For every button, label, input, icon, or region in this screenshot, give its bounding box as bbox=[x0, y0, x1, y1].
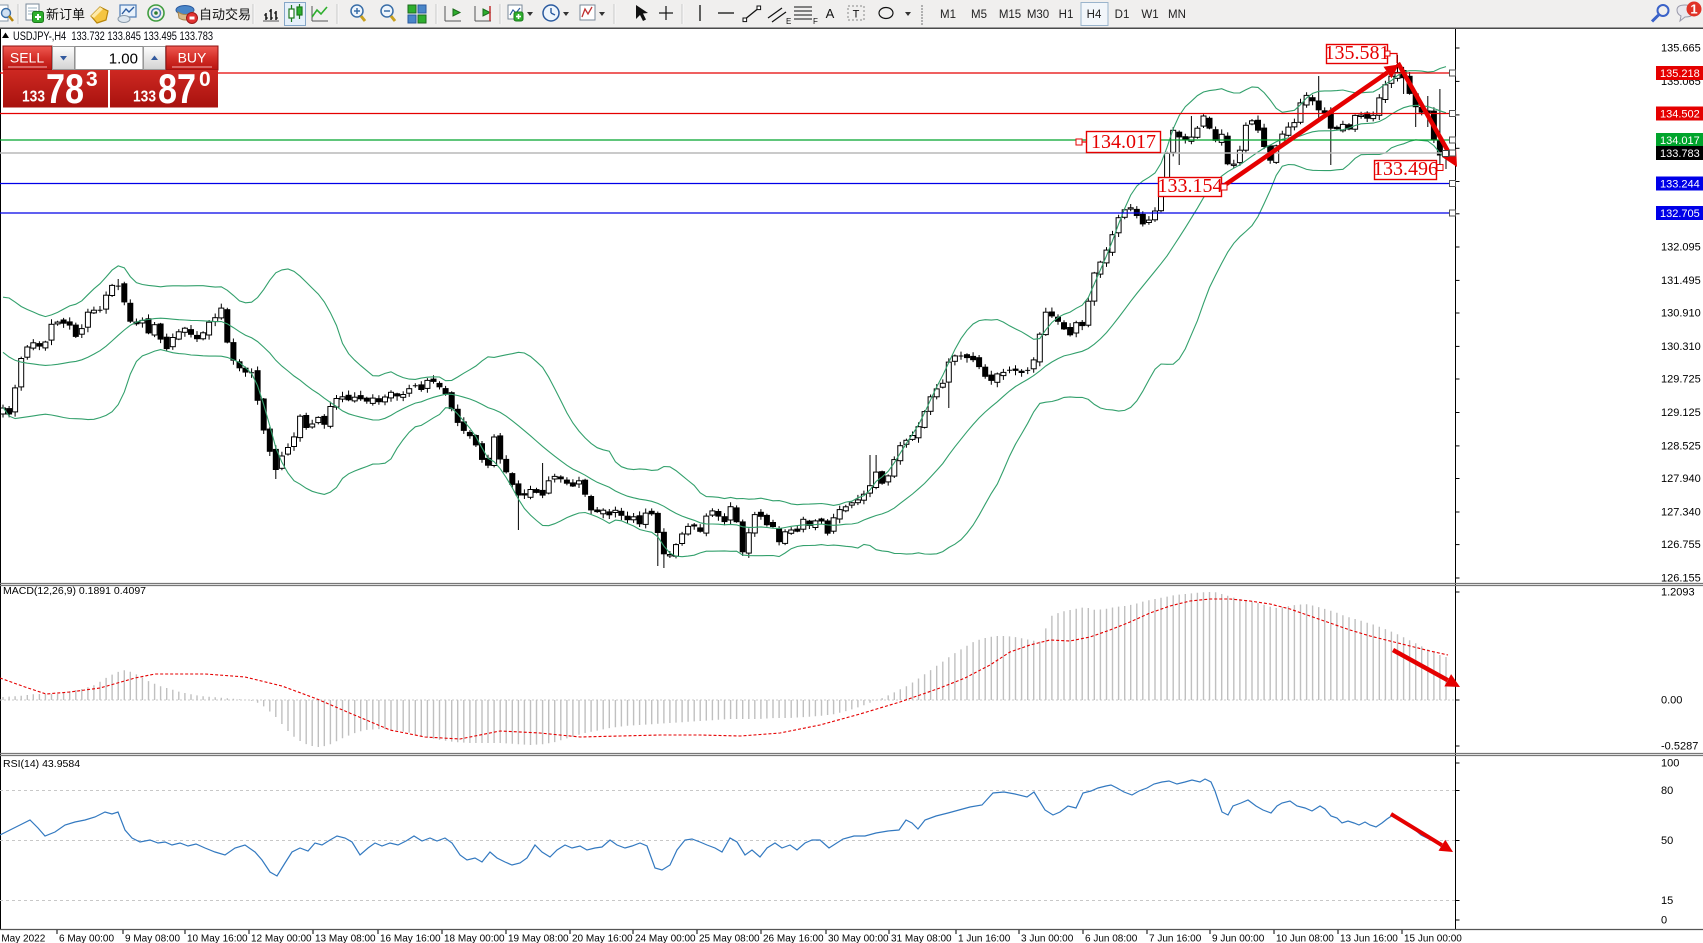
svg-text:9 May 08:00: 9 May 08:00 bbox=[125, 934, 180, 943]
svg-text:129.125: 129.125 bbox=[1661, 407, 1701, 419]
svg-text:12 May 00:00: 12 May 00:00 bbox=[251, 934, 312, 943]
svg-text:E: E bbox=[786, 17, 791, 26]
svg-text:0: 0 bbox=[1661, 915, 1667, 927]
svg-text:133.244: 133.244 bbox=[1660, 179, 1700, 191]
svg-text:87: 87 bbox=[158, 65, 196, 112]
svg-text:9 Jun 00:00: 9 Jun 00:00 bbox=[1212, 934, 1265, 943]
svg-text:13 May 08:00: 13 May 08:00 bbox=[315, 934, 376, 943]
svg-text:0.00: 0.00 bbox=[1661, 695, 1682, 707]
svg-text:6 Jun 08:00: 6 Jun 08:00 bbox=[1085, 934, 1138, 943]
svg-text:24 May 00:00: 24 May 00:00 bbox=[635, 934, 696, 943]
svg-text:133: 133 bbox=[22, 89, 45, 106]
svg-text:1 Jun 16:00: 1 Jun 16:00 bbox=[958, 934, 1011, 943]
svg-text:78: 78 bbox=[46, 65, 84, 112]
svg-text:127.340: 127.340 bbox=[1661, 507, 1701, 519]
svg-text:4 May 2022: 4 May 2022 bbox=[0, 934, 46, 943]
svg-text:D1: D1 bbox=[1115, 9, 1130, 21]
svg-text:135.218: 135.218 bbox=[1660, 68, 1700, 80]
svg-text:1: 1 bbox=[1690, 2, 1697, 17]
svg-text:127.940: 127.940 bbox=[1661, 473, 1701, 485]
svg-text:10 Jun 08:00: 10 Jun 08:00 bbox=[1276, 934, 1334, 943]
svg-text:H1: H1 bbox=[1059, 9, 1074, 21]
svg-text:133: 133 bbox=[133, 89, 156, 106]
svg-text:7 Jun 16:00: 7 Jun 16:00 bbox=[1149, 934, 1202, 943]
svg-text:M30: M30 bbox=[1027, 9, 1049, 21]
svg-text:M15: M15 bbox=[999, 9, 1021, 21]
svg-text:80: 80 bbox=[1661, 785, 1673, 797]
svg-text:F: F bbox=[813, 17, 818, 26]
svg-text:132.095: 132.095 bbox=[1661, 242, 1701, 254]
svg-text:6 May 00:00: 6 May 00:00 bbox=[59, 934, 114, 943]
svg-text:126.755: 126.755 bbox=[1661, 539, 1701, 551]
svg-text:134.017: 134.017 bbox=[1660, 135, 1700, 147]
svg-text:USDJPY-,H4 133.732 133.845 13: USDJPY-,H4 133.732 133.845 133.495 133.7… bbox=[13, 31, 213, 43]
svg-text:RSI(14) 43.9584: RSI(14) 43.9584 bbox=[3, 758, 80, 770]
svg-text:W1: W1 bbox=[1141, 9, 1158, 21]
svg-text:19 May 08:00: 19 May 08:00 bbox=[508, 934, 569, 943]
svg-text:A: A bbox=[826, 6, 835, 21]
svg-text:SELL: SELL bbox=[10, 50, 44, 66]
svg-text:131.495: 131.495 bbox=[1661, 275, 1701, 287]
svg-text:自动交易: 自动交易 bbox=[199, 7, 251, 22]
svg-text:15: 15 bbox=[1661, 895, 1673, 907]
svg-text:134.502: 134.502 bbox=[1660, 109, 1700, 121]
svg-text:100: 100 bbox=[1661, 758, 1679, 770]
svg-text:H4: H4 bbox=[1087, 9, 1102, 21]
svg-text:134.017: 134.017 bbox=[1091, 131, 1156, 153]
svg-text:13 Jun 16:00: 13 Jun 16:00 bbox=[1340, 934, 1398, 943]
svg-text:10 May 16:00: 10 May 16:00 bbox=[187, 934, 248, 943]
svg-text:133.154: 133.154 bbox=[1158, 175, 1223, 197]
svg-text:25 May 08:00: 25 May 08:00 bbox=[699, 934, 760, 943]
svg-text:3: 3 bbox=[86, 68, 98, 91]
svg-text:50: 50 bbox=[1661, 835, 1673, 847]
svg-text:0: 0 bbox=[199, 68, 211, 91]
svg-text:BUY: BUY bbox=[178, 50, 207, 66]
svg-text:1.00: 1.00 bbox=[109, 51, 138, 68]
svg-text:16 May 16:00: 16 May 16:00 bbox=[380, 934, 441, 943]
svg-text:133.783: 133.783 bbox=[1660, 148, 1700, 160]
svg-text:-0.5287: -0.5287 bbox=[1661, 741, 1698, 753]
svg-text:18 May 00:00: 18 May 00:00 bbox=[444, 934, 505, 943]
svg-text:新订单: 新订单 bbox=[46, 7, 85, 22]
svg-text:15 Jun 00:00: 15 Jun 00:00 bbox=[1404, 934, 1462, 943]
svg-text:31 May 08:00: 31 May 08:00 bbox=[891, 934, 952, 943]
svg-text:130.310: 130.310 bbox=[1661, 341, 1701, 353]
svg-text:133.496: 133.496 bbox=[1373, 158, 1438, 180]
svg-text:126.155: 126.155 bbox=[1661, 573, 1701, 585]
svg-text:30 May 00:00: 30 May 00:00 bbox=[828, 934, 889, 943]
svg-text:1.2093: 1.2093 bbox=[1661, 587, 1695, 599]
svg-text:M1: M1 bbox=[940, 9, 956, 21]
svg-text:M5: M5 bbox=[971, 9, 987, 21]
svg-text:MACD(12,26,9) 0.1891 0.4097: MACD(12,26,9) 0.1891 0.4097 bbox=[3, 585, 146, 597]
svg-text:3 Jun 00:00: 3 Jun 00:00 bbox=[1021, 934, 1074, 943]
svg-text:26 May 16:00: 26 May 16:00 bbox=[763, 934, 824, 943]
svg-text:130.910: 130.910 bbox=[1661, 308, 1701, 320]
svg-text:20 May 16:00: 20 May 16:00 bbox=[572, 934, 633, 943]
svg-text:132.705: 132.705 bbox=[1660, 208, 1700, 220]
svg-text:MN: MN bbox=[1168, 9, 1186, 21]
svg-text:129.725: 129.725 bbox=[1661, 374, 1701, 386]
svg-text:135.581: 135.581 bbox=[1325, 42, 1390, 64]
svg-text:T: T bbox=[853, 9, 860, 21]
svg-text:135.665: 135.665 bbox=[1661, 43, 1701, 55]
svg-text:128.525: 128.525 bbox=[1661, 440, 1701, 452]
